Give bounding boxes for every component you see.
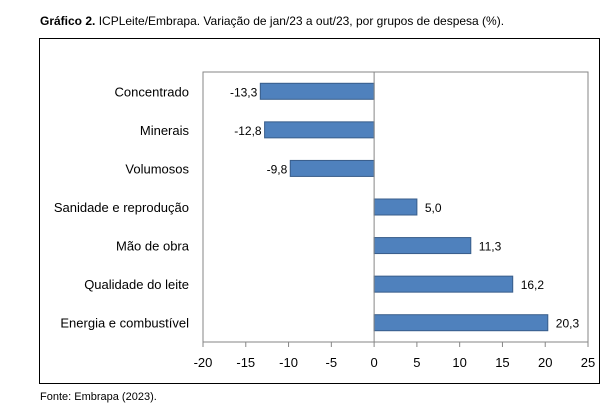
bar [373,314,549,332]
chart-frame [39,38,600,384]
category-label: Mão de obra [116,239,190,254]
x-tick-label: 15 [495,355,509,370]
x-tick-label: 5 [413,355,420,370]
data-label: -12,8 [234,124,262,138]
caption-label: Gráfico 2. [40,14,96,28]
x-tick-label: -15 [236,355,255,370]
data-label: 16,2 [521,278,545,292]
category-label: Minerais [140,123,190,138]
x-tick-label: 20 [538,355,552,370]
category-label: Sanidade e reprodução [54,200,189,215]
plot-area [202,71,589,343]
x-tick-label: 0 [370,355,377,370]
bar [373,275,514,293]
bar [289,159,375,177]
bar [373,237,472,255]
data-label: 20,3 [556,317,580,331]
category-label: Energia e combustível [60,316,189,331]
chart-source: Fonte: Embrapa (2023). [40,391,157,403]
bar [259,82,375,100]
data-label: 11,3 [479,240,502,254]
x-tick-label: 25 [581,355,595,370]
chart-caption: Gráfico 2. ICPLeite/Embrapa. Variação de… [40,14,504,28]
data-label: 5,0 [425,201,442,215]
category-label: Volumosos [125,161,189,176]
category-label: Concentrado [115,84,189,99]
x-tick-label: -5 [326,355,338,370]
bar [264,121,375,139]
category-label: Qualidade do leite [84,277,189,292]
data-label: -9,8 [267,162,288,176]
x-tick-label: -20 [194,355,213,370]
bar [373,198,418,216]
x-tick-label: -10 [279,355,298,370]
x-tick-label: 10 [452,355,466,370]
caption-text: ICPLeite/Embrapa. Variação de jan/23 a o… [95,14,505,28]
data-label: -13,3 [230,85,258,99]
